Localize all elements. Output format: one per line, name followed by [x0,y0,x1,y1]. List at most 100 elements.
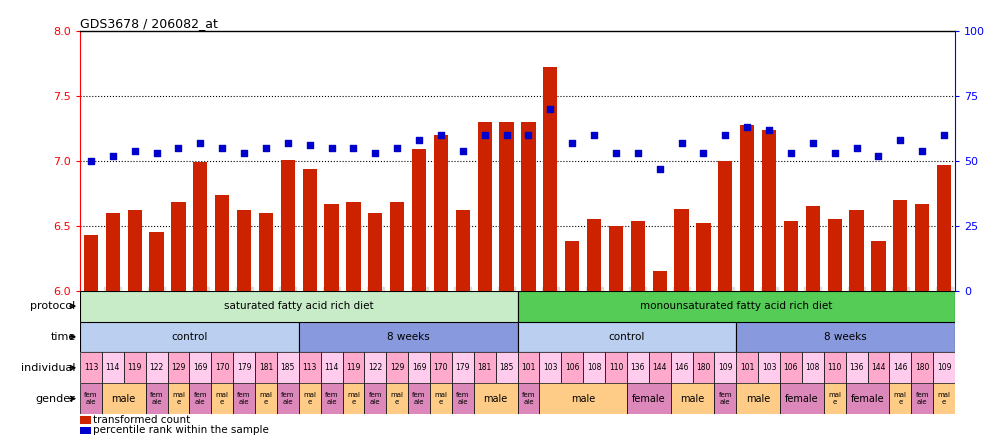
Point [739,123,755,131]
Bar [587,219,601,291]
Point [520,131,536,139]
Bar [911,353,933,383]
Text: 114: 114 [106,363,120,372]
Text: 179: 179 [237,363,251,372]
Point [586,131,602,139]
Bar [430,383,452,414]
Point [827,150,843,157]
Point [455,147,471,154]
Bar [364,353,386,383]
Bar [299,383,321,414]
Text: 101: 101 [740,363,754,372]
Text: 122: 122 [149,363,164,372]
Text: monounsaturated fatty acid rich diet: monounsaturated fatty acid rich diet [640,301,832,311]
Text: 113: 113 [84,363,98,372]
Point [870,152,886,159]
Bar [496,353,518,383]
Point [564,139,580,146]
Point [149,150,165,157]
Text: mal
e: mal e [434,392,447,405]
Text: fem
ale: fem ale [456,392,470,405]
Bar [889,353,911,383]
Bar [474,353,496,383]
Bar [849,210,864,291]
Bar [736,353,758,383]
Text: 144: 144 [652,363,667,372]
Bar [671,353,692,383]
Bar [539,383,627,414]
Point [717,131,733,139]
Bar [631,221,645,291]
Bar [740,125,754,291]
Bar [478,122,492,291]
Bar [211,353,233,383]
Text: mal
e: mal e [938,392,951,405]
Bar [346,202,361,291]
Text: mal
e: mal e [347,392,360,405]
Bar [102,353,124,383]
Bar [211,383,233,414]
Bar [364,383,386,414]
Bar [780,383,824,414]
Bar [518,383,539,414]
Bar [299,353,321,383]
Point [542,105,558,112]
Bar [605,353,627,383]
Bar [736,383,780,414]
Bar [106,213,120,291]
Bar [321,353,342,383]
Text: 180: 180 [696,363,711,372]
Text: male: male [746,394,770,404]
Bar [80,353,102,383]
Bar [233,383,255,414]
Bar [627,383,671,414]
Text: 114: 114 [324,363,339,372]
Bar [736,321,955,353]
Bar [846,353,868,383]
Bar [565,242,579,291]
Text: 109: 109 [937,363,951,372]
Bar [933,383,955,414]
Bar [342,383,364,414]
Text: mal
e: mal e [172,392,185,405]
Bar [696,223,711,291]
Text: 179: 179 [456,363,470,372]
Text: female: female [632,394,666,404]
Text: fem
ale: fem ale [915,392,929,405]
Text: 146: 146 [893,363,908,372]
Bar [368,213,382,291]
Bar [255,353,277,383]
Bar [128,210,142,291]
Bar [281,159,295,291]
Bar [609,226,623,291]
Bar [80,321,299,353]
Bar [518,321,736,353]
Text: fem
ale: fem ale [281,392,295,405]
Bar [215,194,229,291]
Bar [102,383,146,414]
Point [411,137,427,144]
Text: fem
ale: fem ale [719,392,732,405]
Bar [474,383,518,414]
Point [345,144,361,151]
Point [127,147,143,154]
Bar [321,383,342,414]
Text: fem
ale: fem ale [522,392,535,405]
Text: percentile rank within the sample: percentile rank within the sample [93,425,269,436]
Text: transformed count: transformed count [93,415,190,425]
Bar [499,122,514,291]
Bar [237,210,251,291]
Text: fem
ale: fem ale [325,392,338,405]
Text: female: female [785,394,819,404]
Bar [149,232,164,291]
Point [695,150,711,157]
Point [83,157,99,164]
Text: GDS3678 / 206082_at: GDS3678 / 206082_at [80,17,218,30]
Bar [911,383,933,414]
Bar [893,200,907,291]
Text: mal
e: mal e [216,392,229,405]
Text: time: time [50,332,76,342]
Text: 169: 169 [412,363,426,372]
Text: male: male [112,394,136,404]
Bar [189,383,211,414]
